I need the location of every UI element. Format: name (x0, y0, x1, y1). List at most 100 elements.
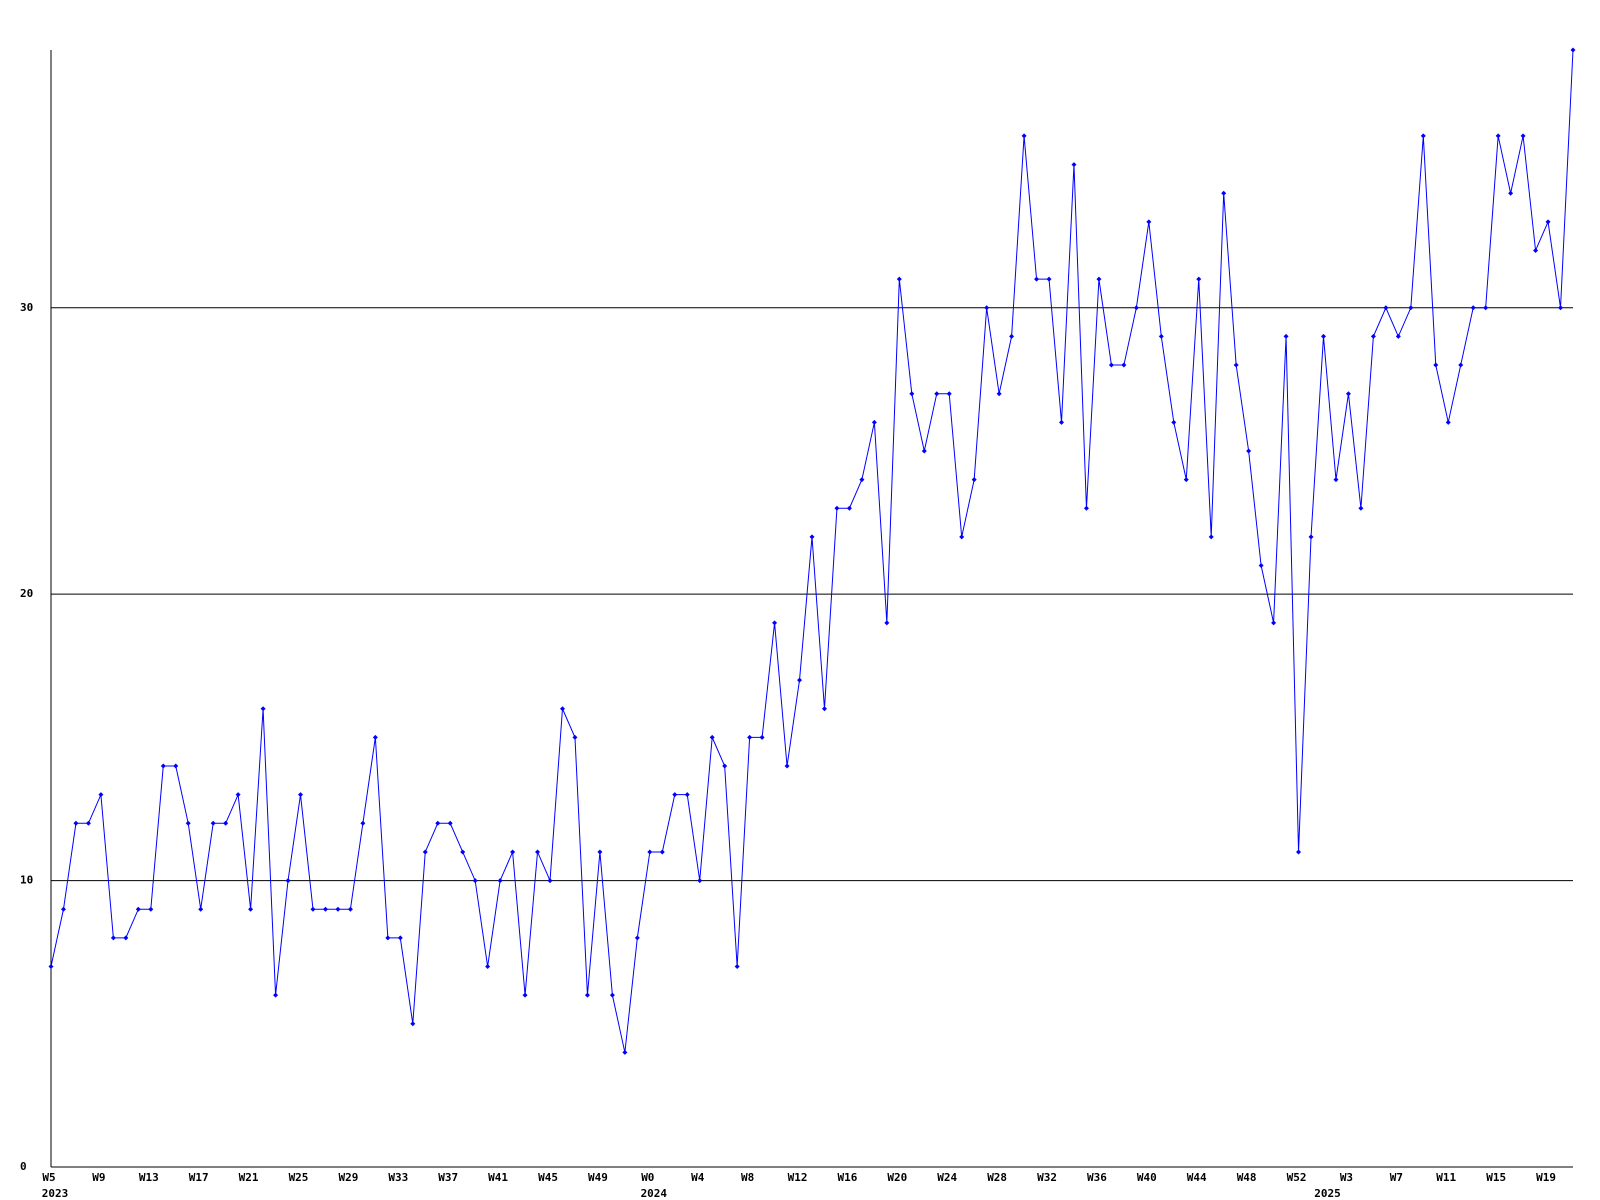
point (1558, 305, 1564, 311)
x-tick-label: W7 (1390, 1171, 1403, 1184)
point (223, 820, 229, 826)
point (547, 878, 553, 884)
x-tick-label: W28 (987, 1171, 1007, 1184)
year-label: 2025 (1314, 1187, 1341, 1200)
point (559, 706, 565, 712)
year-label: 2023 (42, 1187, 69, 1200)
point (1133, 305, 1139, 311)
point (235, 792, 241, 798)
x-tick-label: W44 (1187, 1171, 1207, 1184)
point (1483, 305, 1489, 311)
point (971, 477, 977, 483)
point (185, 820, 191, 826)
point (447, 820, 453, 826)
x-tick-label: W37 (438, 1171, 458, 1184)
point (497, 878, 503, 884)
point (697, 878, 703, 884)
x-tick-label: W21 (239, 1171, 259, 1184)
point (360, 820, 366, 826)
point (1246, 448, 1252, 454)
point (1233, 362, 1239, 368)
point (597, 849, 603, 855)
point (934, 391, 940, 397)
point (148, 906, 154, 912)
point (909, 391, 915, 397)
x-tick-label: W49 (588, 1171, 608, 1184)
point (173, 763, 179, 769)
point (422, 849, 428, 855)
point (1083, 505, 1089, 511)
point (198, 906, 204, 912)
point (622, 1049, 628, 1055)
x-tick-label: W45 (538, 1171, 558, 1184)
point (110, 935, 116, 941)
point (1034, 276, 1040, 282)
point (1171, 419, 1177, 425)
point (1395, 333, 1401, 339)
point (984, 305, 990, 311)
point (410, 1021, 416, 1027)
point (397, 935, 403, 941)
year-label: 2024 (641, 1187, 668, 1200)
y-tick-label: 10 (20, 874, 33, 887)
x-tick-label: W36 (1087, 1171, 1107, 1184)
point (1183, 477, 1189, 483)
point (1283, 333, 1289, 339)
point (1458, 362, 1464, 368)
point (98, 792, 104, 798)
point (1009, 333, 1015, 339)
point (1495, 133, 1501, 139)
point (772, 620, 778, 626)
point (609, 992, 615, 998)
x-tick-label: W3 (1340, 1171, 1353, 1184)
point (747, 734, 753, 740)
x-tick-label: W52 (1287, 1171, 1307, 1184)
x-tick-label: W19 (1536, 1171, 1556, 1184)
point (1433, 362, 1439, 368)
point (135, 906, 141, 912)
x-tick-label: W0 (641, 1171, 654, 1184)
y-tick-label: 30 (20, 301, 33, 314)
x-tick-label: W41 (488, 1171, 508, 1184)
point (1146, 219, 1152, 225)
point (1420, 133, 1426, 139)
x-tick-label: W24 (937, 1171, 957, 1184)
point (672, 792, 678, 798)
point (834, 505, 840, 511)
point (759, 734, 765, 740)
point (809, 534, 815, 540)
point (1271, 620, 1277, 626)
point (322, 906, 328, 912)
point (996, 391, 1002, 397)
point (959, 534, 965, 540)
x-tick-label: W32 (1037, 1171, 1057, 1184)
point (1445, 419, 1451, 425)
point (859, 477, 865, 483)
point (460, 849, 466, 855)
point (298, 792, 304, 798)
point (48, 964, 54, 970)
point (659, 849, 665, 855)
point (846, 505, 852, 511)
point (510, 849, 516, 855)
point (1208, 534, 1214, 540)
point (160, 763, 166, 769)
point (1508, 190, 1514, 196)
point (684, 792, 690, 798)
point (896, 276, 902, 282)
point (372, 734, 378, 740)
y-tick-label: 20 (20, 587, 33, 600)
point (1308, 534, 1314, 540)
point (1158, 333, 1164, 339)
point (260, 706, 266, 712)
point (85, 820, 91, 826)
point (722, 763, 728, 769)
point (1071, 162, 1077, 168)
point (797, 677, 803, 683)
point (385, 935, 391, 941)
point (647, 849, 653, 855)
point (1320, 333, 1326, 339)
point (871, 419, 877, 425)
x-tick-label: W11 (1436, 1171, 1456, 1184)
